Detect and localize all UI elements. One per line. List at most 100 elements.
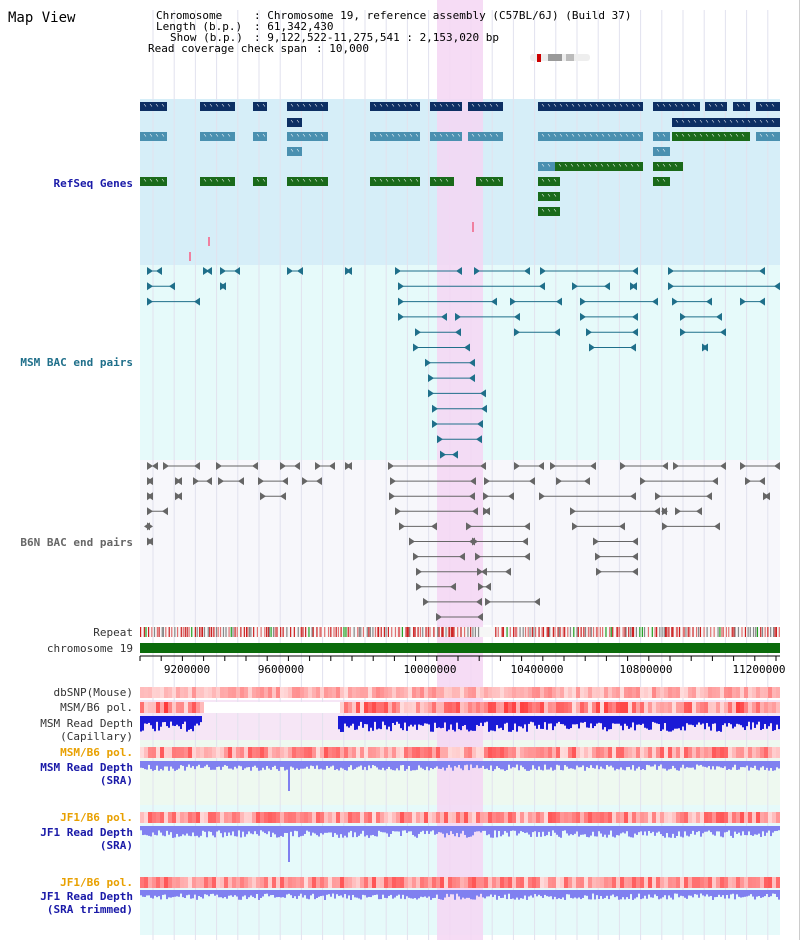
bac-end-marker — [152, 462, 158, 470]
repeat-mark — [666, 627, 668, 637]
bac-end-marker — [413, 552, 419, 561]
axis-tick-label: 10400000 — [511, 663, 564, 676]
heat-cell — [700, 747, 704, 758]
repeat-mark — [601, 627, 604, 637]
track-label-jf1-b6-pol-1[interactable]: JF1/B6 pol. — [60, 811, 133, 824]
depth-bar — [606, 890, 608, 896]
repeat-mark — [569, 627, 572, 637]
gene-arrow — [547, 103, 551, 107]
depth-bar — [444, 716, 446, 723]
depth-bar — [470, 761, 472, 765]
track-label-refseq-genes[interactable]: RefSeq Genes — [53, 177, 133, 190]
depth-bar — [172, 890, 174, 898]
heat-cell — [376, 747, 380, 758]
depth-bar — [506, 716, 508, 723]
depth-bar — [476, 890, 478, 896]
depth-bar — [422, 826, 424, 831]
depth-bar — [162, 716, 164, 723]
heat-cell — [456, 877, 460, 888]
bac-end-marker — [147, 477, 153, 486]
heat-cell — [240, 877, 244, 888]
heat-cell — [512, 687, 516, 698]
heat-cell — [144, 747, 148, 758]
depth-bar — [710, 716, 712, 731]
gene-block — [200, 102, 235, 111]
repeat-mark — [747, 627, 749, 637]
heat-cell — [612, 877, 616, 888]
depth-bar — [328, 890, 330, 895]
depth-bar — [338, 826, 340, 838]
gene-arrow — [457, 103, 461, 107]
heat-cell — [476, 877, 480, 888]
depth-bar — [394, 826, 396, 832]
track-label-msm-bac-end-pairs[interactable]: MSM BAC end pairs — [20, 356, 133, 369]
bac-end-marker — [620, 462, 626, 470]
track-label-msm-depth-sra-1[interactable]: MSM Read Depth — [40, 761, 133, 774]
gene-arrow — [607, 103, 611, 107]
track-label-msm-depth-capillary-1[interactable]: MSM Read Depth — [40, 717, 133, 730]
depth-bar — [440, 826, 442, 833]
heat-cell — [320, 747, 324, 758]
heat-cell — [516, 687, 520, 698]
repeat-mark — [615, 627, 618, 637]
bac-end-marker — [554, 328, 560, 337]
depth-bar — [652, 761, 654, 767]
depth-bar — [164, 761, 166, 767]
gene-arrow — [433, 103, 437, 107]
track-label-b6n-bac-end-pairs[interactable]: B6N BAC end pairs — [20, 536, 133, 549]
depth-bar — [754, 761, 756, 766]
depth-bar — [184, 761, 186, 771]
heat-cell — [768, 687, 772, 698]
track-label-chromosome[interactable]: chromosome 19 — [46, 642, 133, 655]
depth-bar — [208, 890, 210, 897]
repeat-mark — [557, 627, 559, 637]
depth-bar — [386, 761, 388, 769]
depth-bar — [372, 890, 374, 896]
heat-cell — [244, 747, 248, 758]
depth-bar — [636, 716, 638, 725]
track-label-repeat[interactable]: Repeat — [93, 626, 133, 639]
depth-bar — [436, 826, 438, 834]
heat-cell — [344, 877, 348, 888]
depth-bar — [632, 716, 634, 723]
depth-bar — [756, 761, 758, 770]
depth-bar — [716, 716, 718, 732]
track-label-dbsnp[interactable]: dbSNP(Mouse) — [53, 686, 133, 699]
gene-arrow — [631, 133, 635, 137]
depth-bar — [344, 890, 346, 895]
bac-end-marker — [147, 492, 153, 501]
depth-bar — [726, 761, 728, 770]
bac-end-marker — [147, 267, 153, 275]
depth-bar — [756, 826, 758, 835]
repeat-mark — [580, 627, 582, 637]
heat-cell — [460, 702, 464, 713]
bac-end-marker — [632, 312, 638, 321]
heat-cell — [208, 702, 212, 713]
heat-cell — [752, 702, 756, 713]
depth-bar — [220, 826, 222, 834]
gene-arrow — [547, 133, 551, 137]
depth-bar — [440, 890, 442, 900]
gene-arrow — [433, 133, 437, 137]
heat-cell — [580, 747, 584, 758]
depth-bar — [746, 826, 748, 836]
track-label-jf1-depth-sra-1[interactable]: JF1 Read Depth — [40, 826, 133, 839]
depth-bar — [504, 826, 506, 832]
gene-arrow — [564, 163, 568, 167]
depth-bar — [642, 826, 644, 836]
track-label-jf1-b6-pol-2[interactable]: JF1/B6 pol. — [60, 876, 133, 889]
depth-bar — [514, 716, 516, 724]
track-label-msm-b6-pol-2[interactable]: MSM/B6 pol. — [60, 746, 133, 759]
heat-cell — [616, 812, 620, 823]
bac-end-marker — [675, 507, 681, 516]
depth-bar — [588, 716, 590, 728]
depth-bar — [724, 826, 726, 833]
heat-cell — [376, 812, 380, 823]
gene-arrow — [477, 103, 481, 107]
track-label-jf1-depth-trim-1[interactable]: JF1 Read Depth — [40, 890, 133, 903]
repeat-mark — [749, 627, 751, 637]
heat-cell — [604, 812, 608, 823]
track-label-msm-b6-pol-1[interactable]: MSM/B6 pol. — [60, 701, 133, 714]
bac-end-marker — [478, 582, 484, 591]
